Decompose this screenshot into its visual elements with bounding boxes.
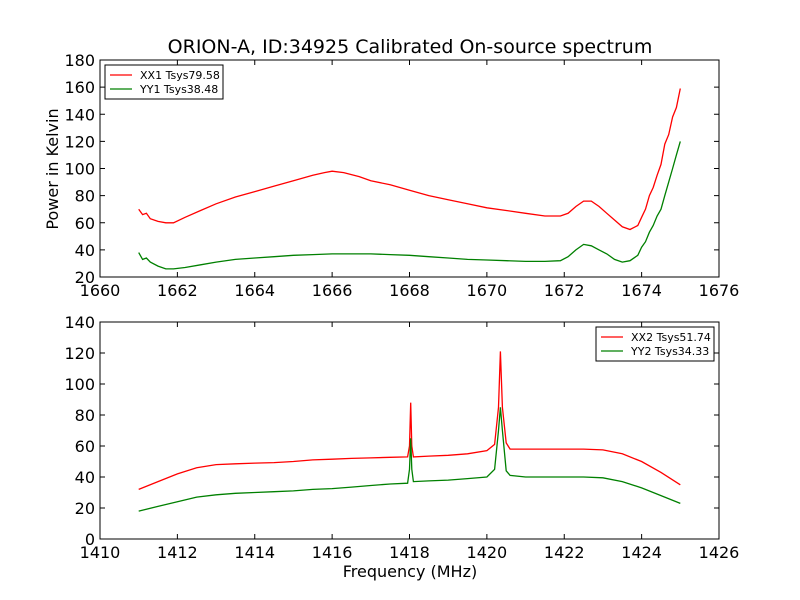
- bottom-y-tick-label: 100: [64, 375, 95, 394]
- top-y-tick-label: 180: [64, 51, 95, 70]
- bottom-x-tick-label: 1412: [157, 543, 198, 562]
- figure-title: ORION-A, ID:34925 Calibrated On-source s…: [168, 36, 653, 58]
- top-y-tick-label: 120: [64, 132, 95, 151]
- bottom-x-tick-label: 1420: [467, 543, 508, 562]
- bottom-x-tick-label: 1422: [544, 543, 585, 562]
- bottom-legend-box: [595, 326, 715, 362]
- top-y-tick-label: 20: [75, 268, 95, 287]
- bottom-x-tick-label: 1410: [80, 543, 121, 562]
- top-x-tick-label: 1664: [234, 281, 275, 300]
- top-y-tick-label: 100: [64, 160, 95, 179]
- top-y-tick-label: 160: [64, 78, 95, 97]
- bottom-x-tick-label: 1424: [621, 543, 662, 562]
- bottom-y-tick-label: 80: [75, 406, 95, 425]
- bottom-y-tick-label: 40: [75, 468, 95, 487]
- bottom-series-line-1: [138, 351, 681, 491]
- top-y-tick-label: 60: [75, 214, 95, 233]
- x-axis-label: Frequency (MHz): [343, 562, 477, 581]
- bottom-x-tick-label: 1414: [234, 543, 275, 562]
- top-x-tick-label: 1670: [467, 281, 508, 300]
- bottom-y-tick-label: 120: [64, 344, 95, 363]
- bottom-y-tick-label: 0: [85, 530, 95, 549]
- top-legend-label-1: XX1 Tsys79.58: [140, 69, 220, 82]
- top-x-tick-label: 1666: [312, 281, 353, 300]
- bottom-x-tick-label: 1418: [389, 543, 430, 562]
- bottom-panel: 1410 1412 1414 1416 1418 1420 1422 1424 1426 0 20 4…: [64, 313, 739, 562]
- top-x-tick-label: 1660: [80, 281, 121, 300]
- top-y-tick-label: 40: [75, 241, 95, 260]
- top-x-tick-label: 1672: [544, 281, 585, 300]
- bottom-y-tick-label: 20: [75, 499, 95, 518]
- top-x-tick-label: 1662: [157, 281, 198, 300]
- top-panel: 1660 1662 1664 1666 1668 1670 1672 1674 1676 20 40…: [64, 51, 739, 300]
- top-legend-box: [104, 64, 224, 100]
- top-x-tick-label: 1668: [389, 281, 430, 300]
- bottom-x-tick-label: 1416: [312, 543, 353, 562]
- top-series-line-1: [138, 88, 681, 231]
- top-series-line-2: [138, 141, 681, 270]
- top-x-tick-label: 1674: [621, 281, 662, 300]
- bottom-series-line-2: [138, 407, 681, 512]
- bottom-y-tick-label: 60: [75, 437, 95, 456]
- bottom-x-tick-label: 1426: [699, 543, 740, 562]
- top-y-tick-label: 140: [64, 105, 95, 124]
- bottom-y-tick-label: 140: [64, 313, 95, 332]
- bottom-legend-label-1: XX2 Tsys51.74: [631, 331, 711, 344]
- top-y-tick-label: 80: [75, 187, 95, 206]
- bottom-legend-label-2: YY2 Tsys34.33: [630, 345, 709, 358]
- top-x-tick-label: 1676: [699, 281, 740, 300]
- y-axis-label: Power in Kelvin: [43, 108, 62, 229]
- top-legend-label-2: YY1 Tsys38.48: [139, 83, 218, 96]
